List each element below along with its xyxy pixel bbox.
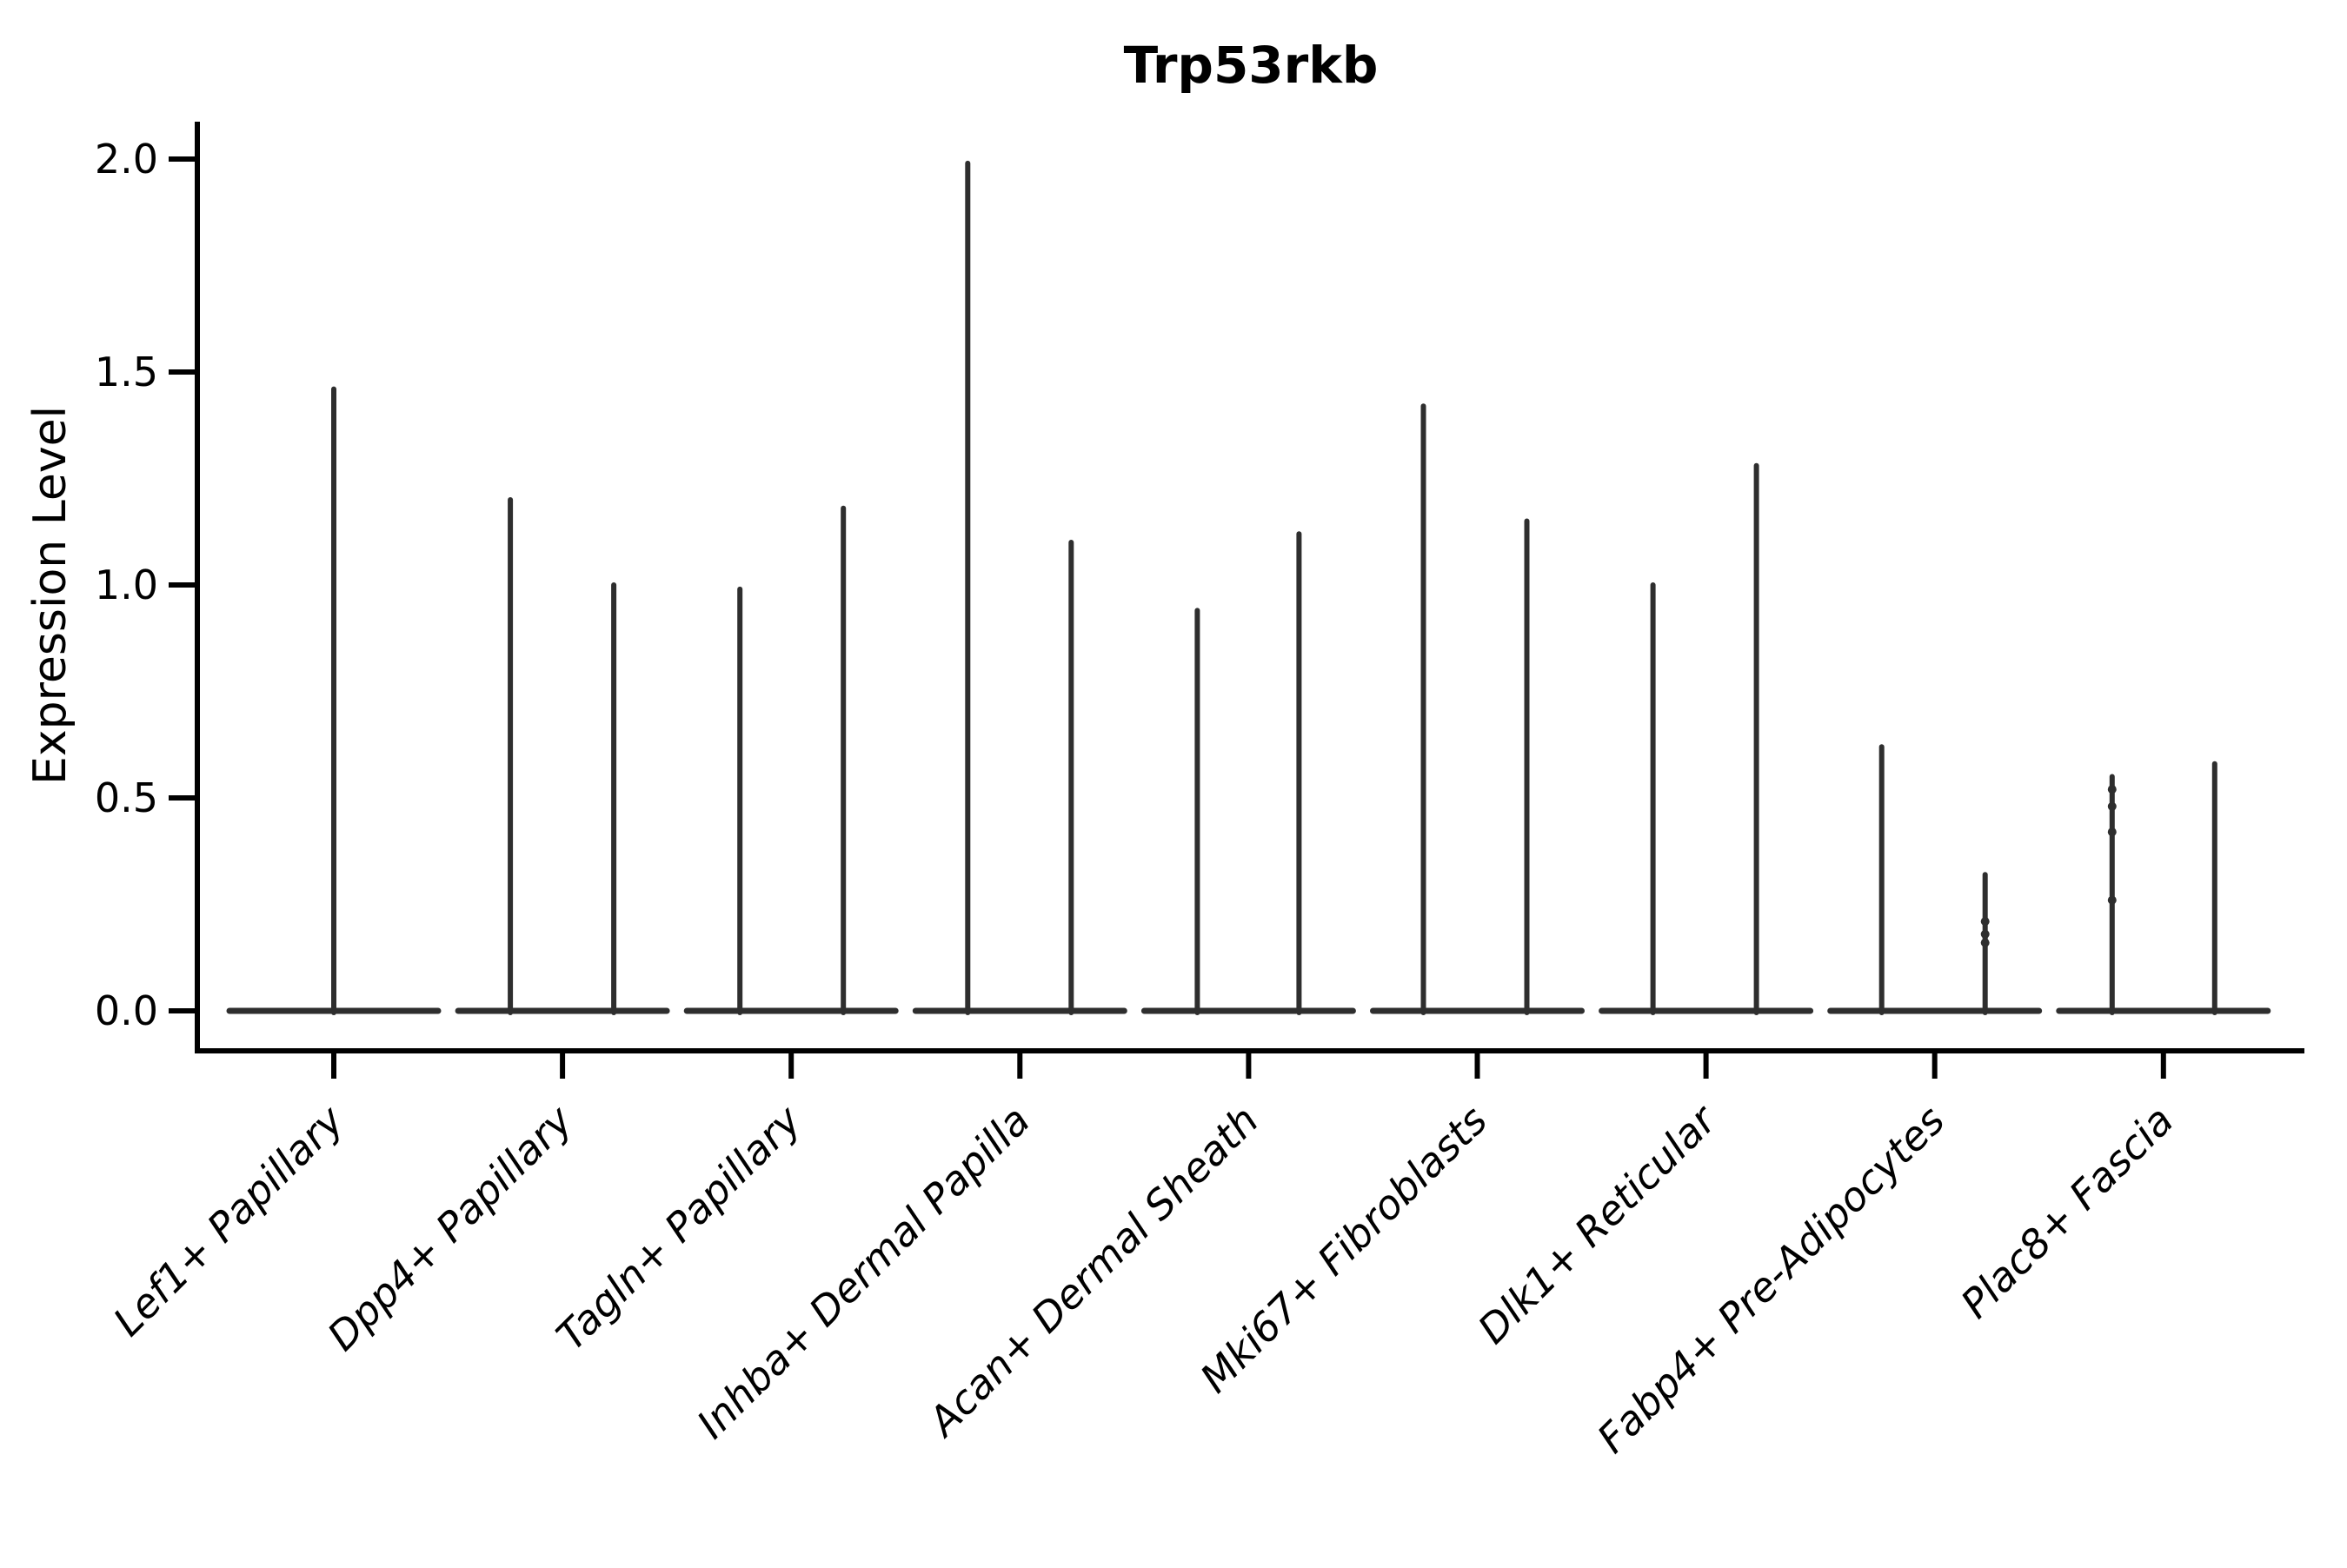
y-tick-label: 0.0 [95, 987, 158, 1034]
violin-group [1599, 462, 1814, 1015]
violin-knot [1980, 917, 1990, 927]
y-tick-label: 0.5 [95, 774, 158, 821]
x-tick-label: Tagln+ Papillary [548, 1096, 811, 1359]
violin-knot [2107, 827, 2117, 837]
x-tick-label: Plac8+ Fascia [1951, 1097, 2182, 1327]
violin-knot [2107, 801, 2117, 811]
y-tick-label: 1.0 [95, 561, 158, 608]
y-tick-label: 1.5 [95, 349, 158, 395]
x-tick-label: Dlk1+ Reticular [1469, 1094, 1727, 1352]
violin-group [2056, 761, 2271, 1015]
y-tick-label: 2.0 [95, 136, 158, 183]
violin-group [1827, 744, 2043, 1015]
violin-knot [2107, 785, 2117, 794]
violins-layer [226, 160, 2271, 1015]
x-tick-label: Dpp4+ Papillary [318, 1096, 582, 1359]
y-axis-label: Expression Level [24, 406, 76, 785]
chart-title: Trp53rkb [1124, 36, 1379, 95]
violin-group [455, 497, 670, 1015]
violin-group [226, 386, 442, 1015]
violin-knot [1980, 929, 1990, 939]
y-axis-ticks: 0.0 0.5 1.0 1.5 2.0 [95, 136, 197, 1034]
violin-knot [2107, 895, 2117, 905]
x-tick-label: Lef1+ Papillary [104, 1096, 353, 1345]
violin-group [1370, 403, 1585, 1015]
violin-group [1140, 531, 1356, 1015]
violin-group [912, 160, 1127, 1015]
violin-group [683, 505, 899, 1015]
violin-knot [1980, 938, 1990, 947]
